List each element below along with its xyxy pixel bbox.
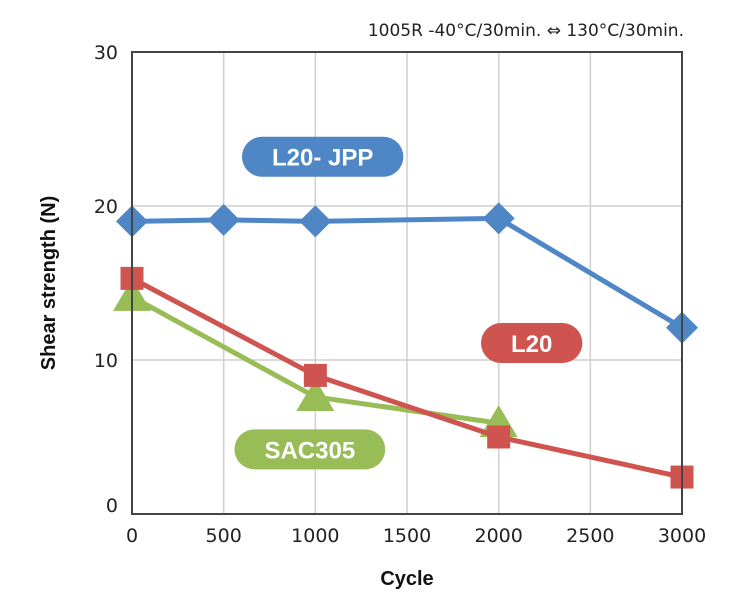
- series-l20: [120, 266, 694, 489]
- grid-lines: [132, 52, 682, 514]
- x-tick-label: 1000: [291, 525, 339, 547]
- data-point-diamond: [482, 202, 515, 235]
- y-tick-label: 10: [94, 350, 118, 372]
- series-label-pill: [234, 429, 386, 470]
- y-axis-title: Shear strength (N): [38, 196, 60, 370]
- data-point-triangle: [296, 378, 335, 411]
- series-line: [130, 276, 683, 480]
- series-label-pill: [480, 323, 583, 364]
- series-labels: L20- JPP L20 SAC305: [234, 136, 583, 470]
- plot-frame: [131, 51, 683, 515]
- x-axis-title: Cycle: [380, 568, 433, 590]
- x-tick-label: 0: [126, 525, 138, 547]
- series-layer: [113, 202, 698, 489]
- data-point-square: [487, 425, 511, 449]
- series-label-sac305: SAC305: [234, 429, 386, 470]
- series-l20-jpp: [116, 202, 698, 344]
- series-label-text: L20- JPP: [272, 145, 373, 172]
- series-label-text: L20: [511, 331, 552, 358]
- chart-subtitle: 1005R -40°C/30min. ⇔ 130°C/30min.: [368, 21, 684, 41]
- data-point-square: [303, 363, 327, 387]
- series-label-l20: L20: [480, 323, 583, 364]
- x-tick-label: 2000: [474, 525, 522, 547]
- x-tick-label: 2500: [566, 525, 614, 547]
- series-label-text: SAC305: [264, 437, 355, 464]
- x-tick-label: 3000: [658, 525, 706, 547]
- y-tick-label: 20: [94, 196, 118, 218]
- y-tick-label: 30: [94, 42, 118, 64]
- x-tick-label: 1500: [383, 525, 431, 547]
- tick-labels: 0 500 1000 1500 2000 2500 3000 0 10 20 30: [94, 42, 706, 547]
- series-label-pill: [241, 136, 404, 177]
- x-tick-label: 500: [206, 525, 242, 547]
- data-point-diamond: [299, 205, 332, 238]
- y-tick-label: 0: [106, 495, 118, 517]
- data-point-diamond: [207, 203, 240, 236]
- series-label-l20-jpp: L20- JPP: [241, 136, 404, 177]
